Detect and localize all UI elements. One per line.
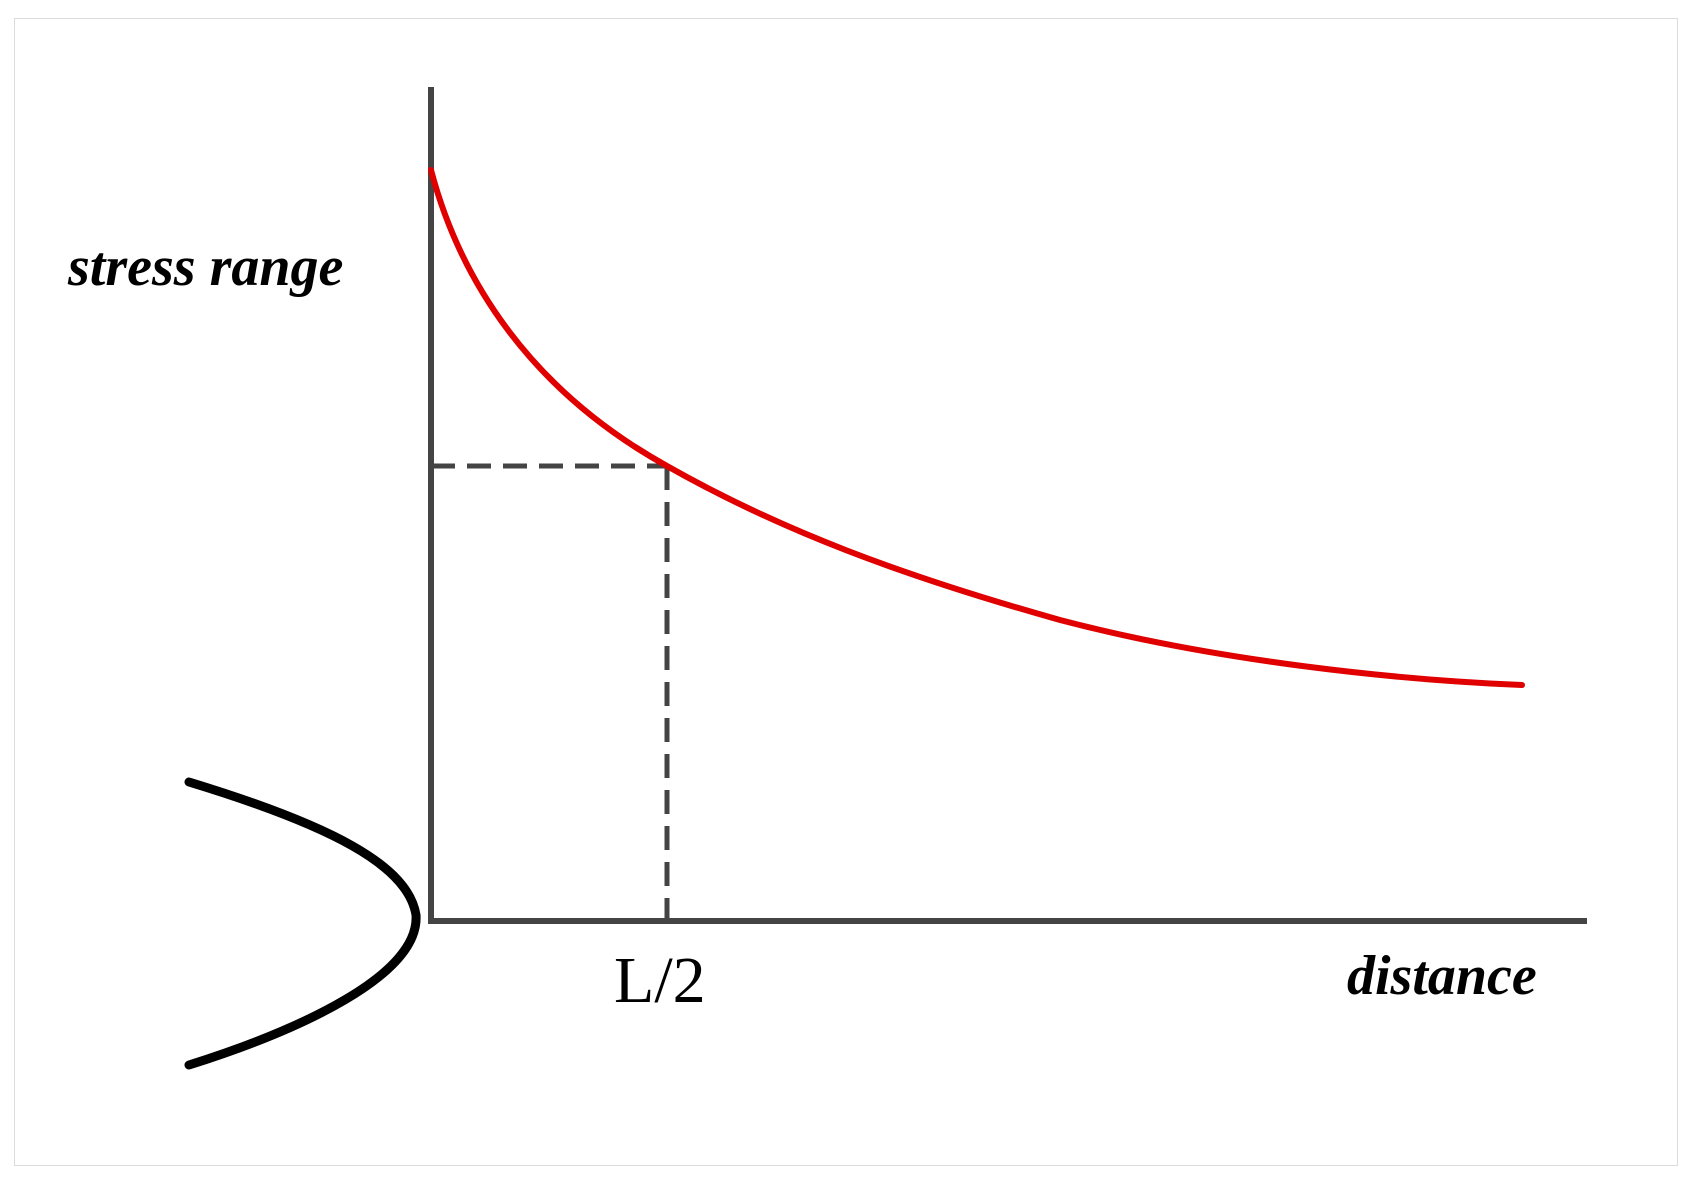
diagram-frame: [14, 18, 1678, 1166]
y-axis-label: stress range: [67, 236, 343, 298]
notch-profile: [184, 777, 421, 1070]
half-length-marker-label: L/2: [614, 944, 706, 1017]
stress-decay-curve: [428, 167, 1525, 688]
x-axis-label: distance: [1347, 945, 1537, 1007]
